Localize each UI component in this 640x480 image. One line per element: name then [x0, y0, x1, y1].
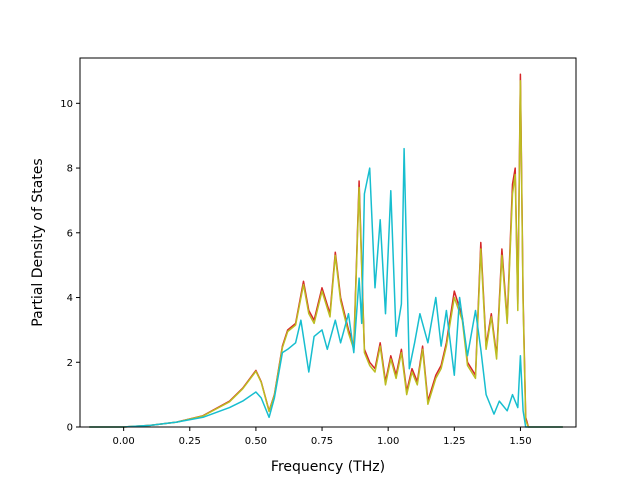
series-line-3 — [89, 147, 563, 428]
y-tick-label: 0 — [67, 423, 73, 434]
series-line-2 — [89, 79, 563, 428]
x-tick-label: 0.75 — [311, 436, 333, 447]
y-tick-label: 8 — [67, 164, 73, 175]
x-axis-title: Frequency (THz) — [271, 459, 385, 475]
series-layer — [89, 73, 563, 428]
plot-background — [80, 58, 576, 427]
x-tick-label: 1.50 — [509, 436, 531, 447]
x-tick-label: 0.00 — [113, 436, 135, 447]
x-tick-label: 0.50 — [245, 436, 267, 447]
y-tick-label: 4 — [67, 293, 73, 304]
y-tick-label: 6 — [67, 228, 73, 239]
y-tick-label: 10 — [60, 99, 73, 110]
x-axis-ticks: 0.00 0.25 0.50 0.75 1.00 1.25 1.50 — [113, 427, 532, 447]
x-tick-label: 1.25 — [443, 436, 465, 447]
y-axis-ticks: 0 2 4 6 8 10 — [60, 99, 80, 434]
x-tick-label: 0.25 — [179, 436, 201, 447]
plot-frame — [79, 57, 577, 428]
y-tick-label: 2 — [67, 358, 73, 369]
x-tick-label: 1.00 — [377, 436, 399, 447]
y-axis-title: Partial Density of States — [30, 158, 46, 326]
